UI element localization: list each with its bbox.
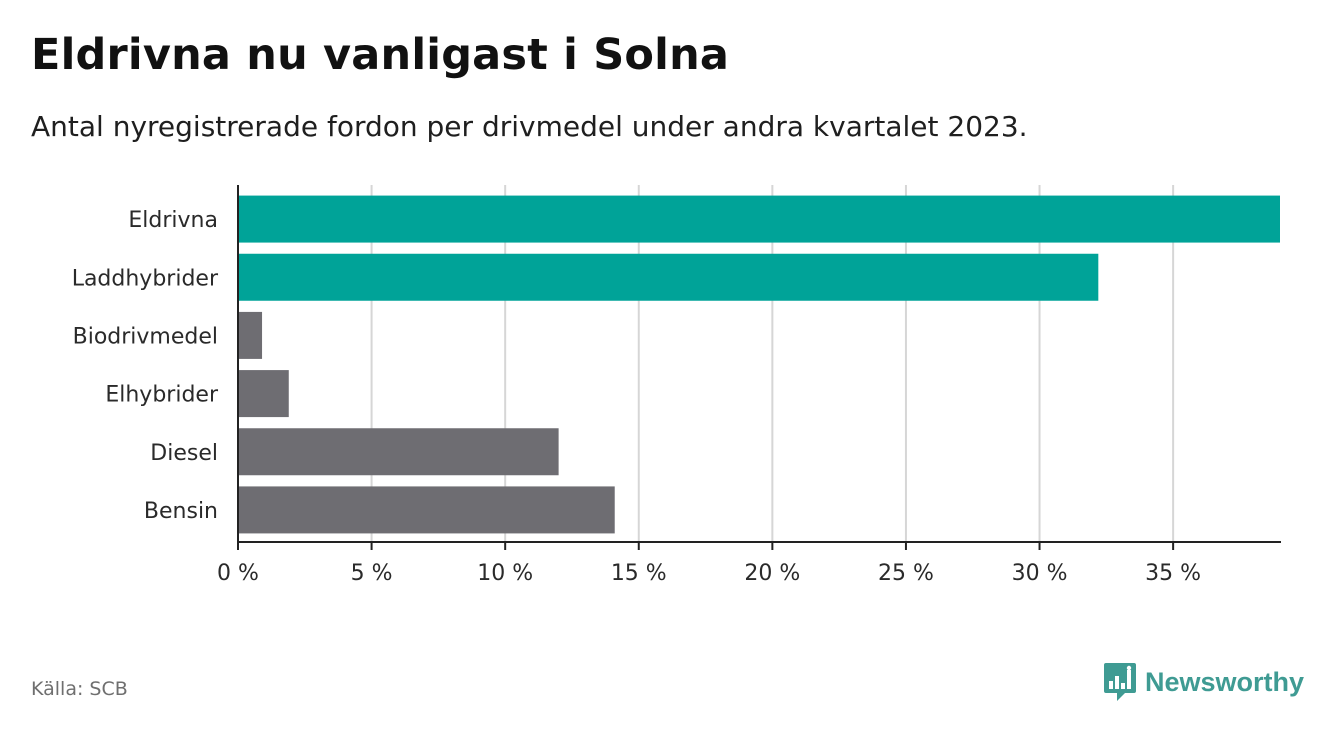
x-tick-label-5: 5 % (351, 561, 393, 586)
category-label-eldrivna: Eldrivna (128, 208, 218, 233)
category-label-biodrivmedel: Biodrivmedel (73, 324, 218, 349)
bar-eldrivna (238, 195, 1280, 243)
brand-name: Newsworthy (1145, 666, 1305, 697)
x-tick-label-30: 30 % (1012, 561, 1068, 586)
x-tick-label-15: 15 % (611, 561, 667, 586)
bar-laddhybrider (238, 253, 1099, 301)
newsworthy-logo[interactable]: Newsworthy (1103, 661, 1304, 703)
x-tick-label-35: 35 % (1145, 561, 1201, 586)
x-tick-label-25: 25 % (878, 561, 934, 586)
x-tick-label-0: 0 % (217, 561, 259, 586)
category-label-diesel: Diesel (150, 441, 218, 466)
category-label-bensin: Bensin (144, 499, 218, 524)
category-label-elhybrider: Elhybrider (105, 383, 219, 408)
category-label-laddhybrider: Laddhybrider (72, 266, 219, 291)
chart-title: Eldrivna nu vanligast i Solna (31, 30, 730, 80)
bar-elhybrider (238, 370, 289, 418)
bar-bensin (238, 486, 615, 534)
source-note: Källa: SCB (31, 678, 128, 700)
bar-biodrivmedel (238, 311, 263, 359)
x-tick-label-10: 10 % (477, 561, 533, 586)
newsworthy-icon (1104, 663, 1136, 701)
x-tick-label-20: 20 % (744, 561, 800, 586)
chart-subtitle: Antal nyregistrerade fordon per drivmede… (31, 110, 1028, 143)
bar-diesel (238, 428, 559, 476)
